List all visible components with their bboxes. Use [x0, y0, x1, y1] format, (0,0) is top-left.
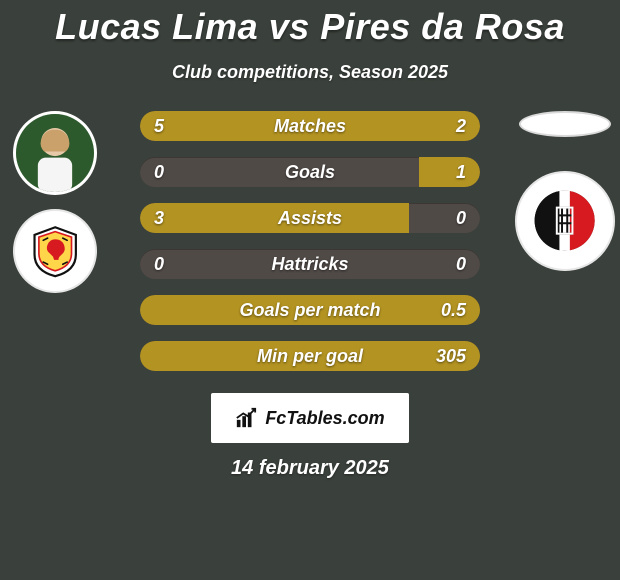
bars-growth-icon — [235, 407, 257, 429]
stat-row: 01Goals — [140, 157, 480, 187]
right-player-avatar-placeholder — [519, 111, 611, 137]
stat-row: 00Hattricks — [140, 249, 480, 279]
tricolor-crest-icon — [532, 188, 597, 253]
brand-text: FcTables.com — [265, 408, 384, 429]
left-player-avatar — [13, 111, 97, 195]
comparison-arena: 52Matches 01Goals 30Assists 00Hattricks 0.5G… — [0, 111, 620, 371]
stat-label: Hattricks — [140, 249, 480, 279]
brand-badge: FcTables.com — [211, 393, 409, 443]
stat-row: 30Assists — [140, 203, 480, 233]
right-player-column — [510, 111, 620, 271]
person-icon — [16, 114, 94, 192]
stat-label: Goals per match — [140, 295, 480, 325]
page-subtitle: Club competitions, Season 2025 — [0, 62, 620, 83]
shield-lion-icon — [28, 224, 82, 278]
stat-label: Matches — [140, 111, 480, 141]
stat-row: 305Min per goal — [140, 341, 480, 371]
page-title: Lucas Lima vs Pires da Rosa — [0, 0, 620, 48]
stat-label: Min per goal — [140, 341, 480, 371]
stat-row: 52Matches — [140, 111, 480, 141]
left-club-crest — [13, 209, 97, 293]
stat-label: Assists — [140, 203, 480, 233]
left-player-column — [0, 111, 110, 293]
right-club-crest — [515, 171, 615, 271]
date-text: 14 february 2025 — [0, 457, 620, 480]
stat-label: Goals — [140, 157, 480, 187]
stat-row: 0.5Goals per match — [140, 295, 480, 325]
stat-bars: 52Matches 01Goals 30Assists 00Hattricks 0.5G… — [140, 111, 480, 371]
